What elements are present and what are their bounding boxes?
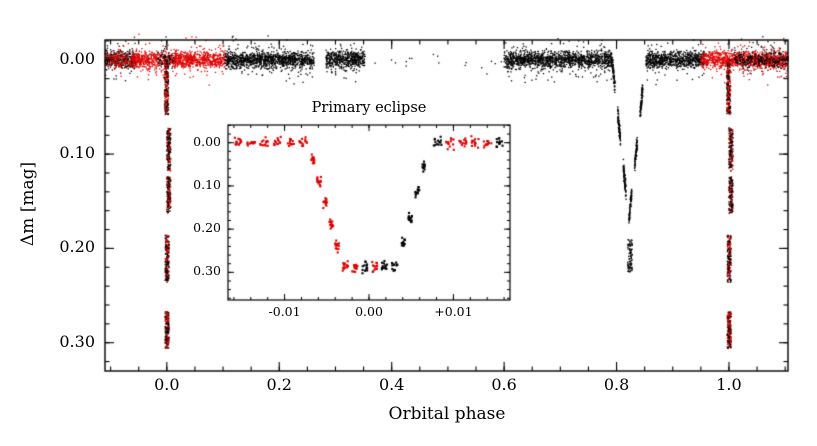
inset-x-tick-label: +0.01: [434, 304, 473, 319]
x-tick-label: 0.0: [154, 375, 180, 394]
x-tick-label: 0.4: [378, 375, 405, 394]
y-tick-label: 0.00: [59, 48, 95, 68]
inset-x-tick-label: 0.00: [355, 304, 383, 319]
y-tick-label: 0.30: [59, 331, 95, 351]
x-tick-label: 1.0: [716, 375, 742, 394]
inset-y-tick-label: 0.30: [193, 263, 221, 279]
inset-y-tick-label: 0.00: [193, 133, 221, 149]
inset-x-tick-label: -0.01: [268, 304, 301, 319]
x-axis-title: Orbital phase: [388, 404, 506, 424]
inset-y-tick-label: 0.20: [193, 220, 221, 236]
x-tick-label: 0.2: [266, 375, 292, 394]
y-tick-label: 0.20: [59, 237, 95, 257]
x-tick-label: 0.8: [603, 375, 630, 394]
y-tick-label: 0.10: [59, 143, 95, 163]
inset-y-tick-label: 0.10: [193, 176, 221, 192]
inset-title: Primary eclipse: [311, 100, 427, 116]
x-tick-label: 0.6: [491, 375, 517, 394]
y-axis-title: Δm [mag]: [18, 161, 38, 247]
